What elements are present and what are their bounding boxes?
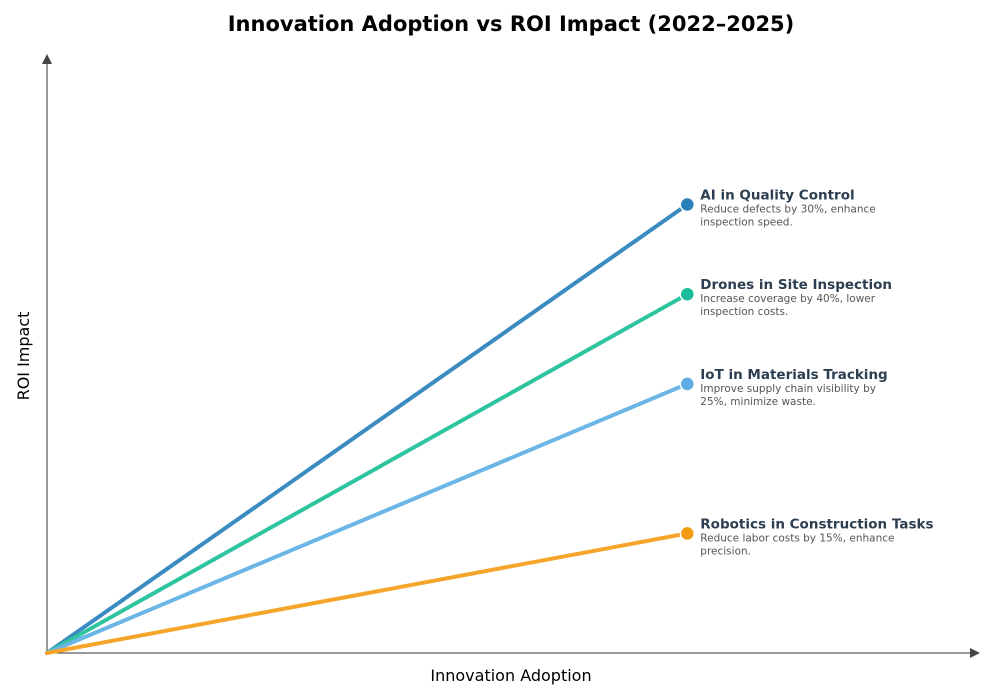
series-label: Robotics in Construction Tasks: [700, 516, 933, 532]
series-label: Drones in Site Inspection: [700, 277, 892, 293]
series-end-marker: [679, 525, 696, 542]
series-end-marker: [679, 196, 696, 213]
series-description: Improve supply chain visibility by: [700, 383, 876, 395]
series-description: Reduce defects by 30%, enhance: [700, 204, 875, 216]
series-line: [45, 381, 690, 655]
series-label: AI in Quality Control: [700, 188, 854, 204]
x-axis-label: Innovation Adoption: [430, 666, 591, 685]
series-label: IoT in Materials Tracking: [700, 367, 887, 383]
series-description: Reduce labor costs by 15%, enhance: [700, 532, 894, 544]
x-axis-arrow-icon: [970, 648, 980, 658]
series-end-marker: [679, 286, 696, 302]
chart-title: Innovation Adoption vs ROI Impact (2022–…: [228, 12, 795, 36]
y-axis-arrow-icon: [42, 54, 52, 64]
y-axis-label: ROI Impact: [14, 312, 33, 401]
series-line: [45, 292, 690, 655]
series-description: inspection costs.: [700, 306, 788, 318]
series-description: Increase coverage by 40%, lower: [700, 293, 875, 305]
series-line: [45, 202, 690, 655]
series-description: 25%, minimize waste.: [700, 396, 816, 408]
series-line: [45, 531, 690, 655]
series-end-marker: [679, 376, 696, 392]
series-description: inspection speed.: [700, 217, 792, 229]
series-description: precision.: [700, 545, 751, 557]
